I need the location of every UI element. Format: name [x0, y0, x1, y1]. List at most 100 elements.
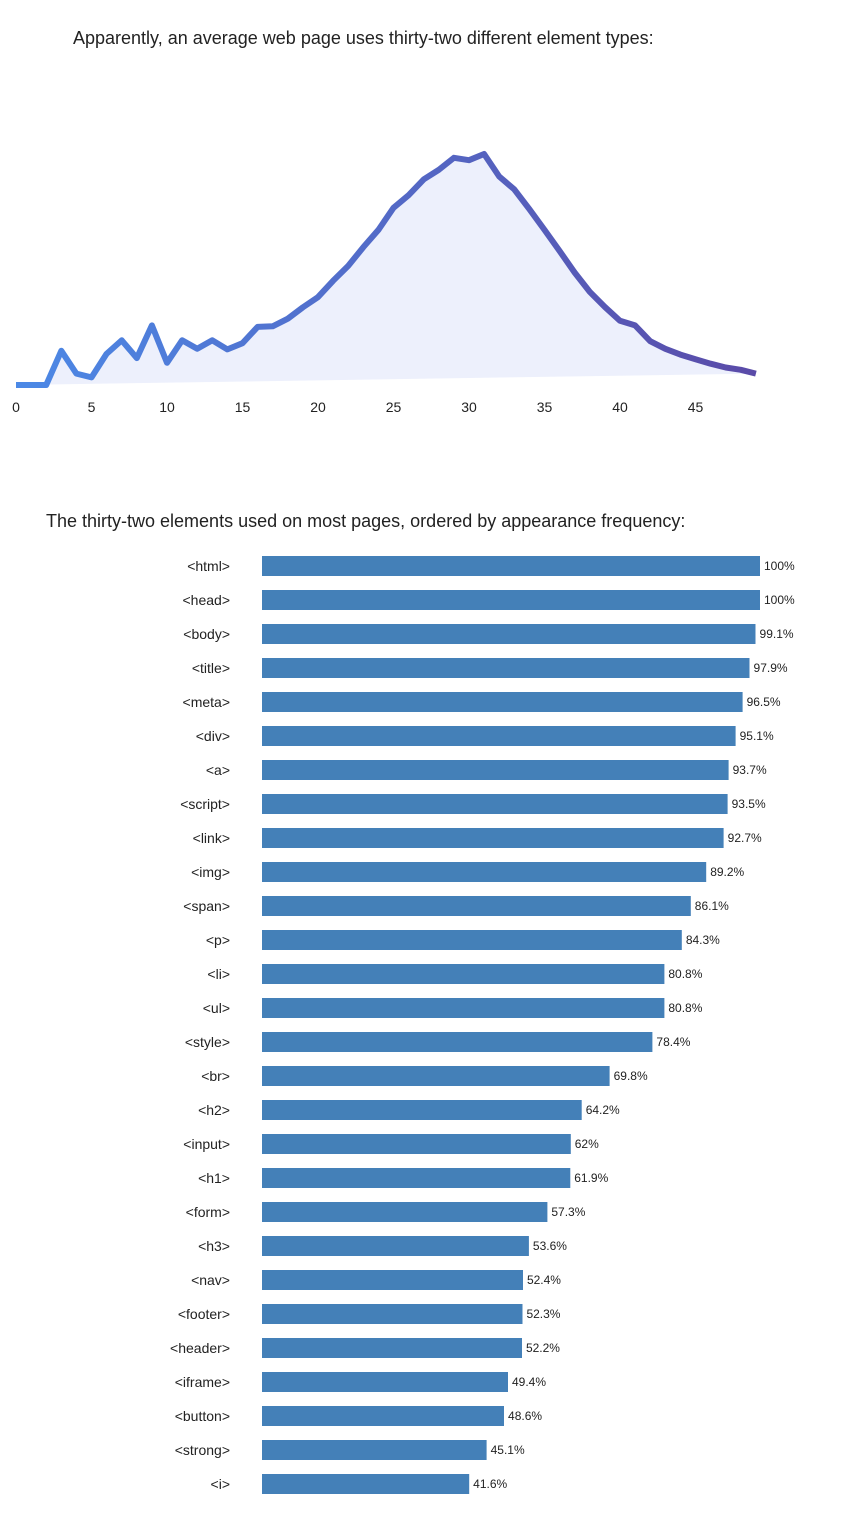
bar: [262, 624, 756, 644]
bar-value-label: 97.9%: [754, 661, 788, 675]
distribution-heading: Apparently, an average web page uses thi…: [73, 28, 654, 48]
x-tick-label: 25: [386, 399, 402, 415]
category-label: <strong>: [175, 1442, 230, 1458]
series-line: [16, 151, 757, 388]
bar: [262, 726, 736, 746]
category-label: <link>: [193, 830, 230, 846]
category-label: <input>: [183, 1136, 230, 1152]
bar-value-label: 84.3%: [686, 933, 720, 947]
bar: [262, 1440, 487, 1460]
category-label: <i>: [211, 1476, 230, 1492]
x-tick-label: 45: [688, 399, 704, 415]
bar: [262, 760, 729, 780]
bar: [262, 1406, 504, 1426]
bar: [262, 1474, 470, 1494]
category-label: <button>: [175, 1408, 230, 1424]
element-count-area-chart: 0 5 10 15 20 25 30 35 40 45: [12, 151, 757, 415]
bar-value-label: 95.1%: [740, 729, 774, 743]
bar-value-label: 78.4%: [656, 1035, 690, 1049]
category-label: <span>: [183, 898, 230, 914]
category-label: <footer>: [178, 1306, 230, 1322]
category-label: <a>: [206, 762, 230, 778]
category-label: <header>: [170, 1340, 230, 1356]
area-fill: [16, 154, 756, 385]
bar: [262, 1168, 571, 1188]
category-label: <nav>: [191, 1272, 230, 1288]
category-label: <html>: [187, 558, 230, 574]
bar-value-label: 52.3%: [526, 1307, 560, 1321]
category-label: <h3>: [198, 1238, 230, 1254]
bar: [262, 1270, 523, 1290]
category-label: <h1>: [198, 1170, 230, 1186]
bar-value-label: 64.2%: [586, 1103, 620, 1117]
bar-value-label: 53.6%: [533, 1239, 567, 1253]
bar: [262, 1304, 523, 1324]
bar: [262, 930, 682, 950]
bar-value-label: 93.7%: [733, 763, 767, 777]
bar-value-label: 45.1%: [491, 1443, 525, 1457]
bar: [262, 556, 760, 576]
bar-value-label: 49.4%: [512, 1375, 546, 1389]
bar-value-label: 80.8%: [668, 1001, 702, 1015]
bar: [262, 658, 750, 678]
bar: [262, 692, 743, 712]
bar-value-label: 100%: [764, 559, 795, 573]
x-tick-label: 5: [88, 399, 96, 415]
bar: [262, 1100, 582, 1120]
category-label: <br>: [201, 1068, 230, 1084]
bar-value-label: 92.7%: [728, 831, 762, 845]
category-label: <li>: [207, 966, 230, 982]
bar-value-label: 100%: [764, 593, 795, 607]
category-label: <meta>: [183, 694, 230, 710]
category-label: <p>: [206, 932, 230, 948]
bar-value-label: 57.3%: [551, 1205, 585, 1219]
bar: [262, 1236, 529, 1256]
bar-value-label: 61.9%: [574, 1171, 608, 1185]
category-label: <iframe>: [175, 1374, 230, 1390]
x-tick-label: 40: [612, 399, 628, 415]
bar: [262, 1202, 548, 1222]
bar: [262, 862, 707, 882]
x-tick-label: 10: [159, 399, 175, 415]
category-label: <title>: [192, 660, 230, 676]
category-label: <style>: [185, 1034, 230, 1050]
bar-value-label: 99.1%: [760, 627, 794, 641]
bar: [262, 1066, 610, 1086]
bar-value-label: 96.5%: [747, 695, 781, 709]
bar: [262, 1032, 653, 1052]
bar: [262, 1372, 508, 1392]
bar-value-label: 52.2%: [526, 1341, 560, 1355]
bar-value-label: 52.4%: [527, 1273, 561, 1287]
bar: [262, 590, 760, 610]
category-label: <body>: [183, 626, 230, 642]
bar: [262, 964, 665, 984]
bar: [262, 998, 665, 1018]
bar: [262, 1338, 522, 1358]
bar-value-label: 69.8%: [614, 1069, 648, 1083]
x-tick-label: 15: [235, 399, 251, 415]
x-tick-label: 0: [12, 399, 20, 415]
category-label: <img>: [191, 864, 230, 880]
category-label: <script>: [180, 796, 230, 812]
bar-value-label: 93.5%: [732, 797, 766, 811]
element-frequency-bar-chart: <html> 100% <head> 100% <body> 99.1% <title> 97…: [170, 556, 795, 1494]
x-tick-label: 20: [310, 399, 326, 415]
category-label: <div>: [196, 728, 230, 744]
bar-value-label: 62%: [575, 1137, 599, 1151]
bar: [262, 828, 724, 848]
bar-value-label: 86.1%: [695, 899, 729, 913]
bar-value-label: 48.6%: [508, 1409, 542, 1423]
category-label: <head>: [183, 592, 231, 608]
bar-value-label: 89.2%: [710, 865, 744, 879]
bar-value-label: 80.8%: [668, 967, 702, 981]
category-label: <ul>: [203, 1000, 230, 1016]
bar: [262, 1134, 571, 1154]
frequency-heading: The thirty-two elements used on most pag…: [46, 511, 686, 531]
bar-value-label: 41.6%: [473, 1477, 507, 1491]
category-label: <h2>: [198, 1102, 230, 1118]
category-label: <form>: [186, 1204, 230, 1220]
bar: [262, 896, 691, 916]
x-tick-label: 30: [461, 399, 477, 415]
bar: [262, 794, 728, 814]
x-tick-label: 35: [537, 399, 553, 415]
